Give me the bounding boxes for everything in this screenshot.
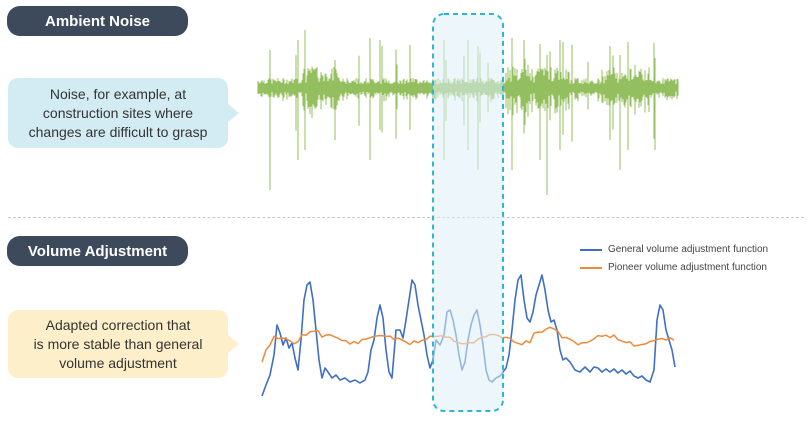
volume-adjustment-title: Volume Adjustment <box>7 236 188 266</box>
legend-swatch-general <box>580 248 602 251</box>
legend-swatch-pioneer <box>580 266 602 269</box>
legend-item-pioneer: Pioneer volume adjustment function <box>580 262 767 273</box>
volume-adjustment-title-text: Volume Adjustment <box>27 242 168 260</box>
legend-label-general: General volume adjustment function <box>608 244 769 255</box>
noise-description-bubble: Noise, for example, at construction site… <box>8 78 239 148</box>
noise-description-text: Noise, for example, at construction site… <box>28 85 208 140</box>
legend-label-pioneer: Pioneer volume adjustment function <box>608 262 767 273</box>
correction-description-bubble: Adapted correction that is more stable t… <box>8 310 239 378</box>
correction-description-text: Adapted correction that is more stable t… <box>33 316 203 371</box>
section-divider <box>8 217 804 218</box>
highlight-region <box>432 13 504 412</box>
ambient-noise-title-text: Ambient Noise <box>44 12 150 30</box>
legend-item-general: General volume adjustment function <box>580 244 768 255</box>
ambient-noise-title: Ambient Noise <box>7 6 188 36</box>
